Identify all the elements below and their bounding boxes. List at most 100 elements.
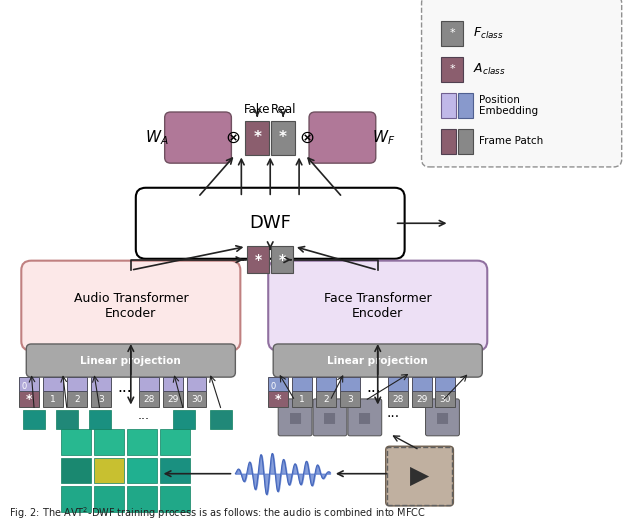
Text: $W_F$: $W_F$ (372, 128, 396, 147)
Bar (67, 377, 87, 391)
Bar (412, 377, 431, 391)
FancyBboxPatch shape (309, 112, 376, 163)
Bar (211, 410, 232, 429)
Bar (127, 457, 157, 483)
Text: $F_{class}$: $F_{class}$ (474, 26, 504, 41)
Text: *: * (279, 130, 287, 145)
Text: *: * (253, 130, 261, 145)
Bar (139, 377, 159, 391)
Bar (268, 377, 288, 391)
Bar (245, 120, 269, 155)
Text: ···: ··· (118, 385, 132, 400)
Text: Linear projection: Linear projection (328, 356, 428, 366)
Bar (61, 457, 91, 483)
Text: DWF: DWF (249, 214, 291, 232)
Text: Linear projection: Linear projection (81, 356, 181, 366)
FancyBboxPatch shape (386, 446, 453, 506)
Text: *: * (275, 393, 282, 405)
Bar (316, 391, 336, 408)
FancyBboxPatch shape (268, 261, 487, 351)
Text: $A_{class}$: $A_{class}$ (474, 62, 506, 77)
Bar (19, 391, 39, 408)
Bar (127, 486, 157, 511)
Bar (127, 429, 157, 455)
FancyBboxPatch shape (278, 399, 312, 436)
Text: ⊗: ⊗ (226, 129, 241, 147)
Bar (44, 391, 63, 408)
Bar (56, 410, 78, 429)
Text: ▶: ▶ (410, 464, 429, 488)
Text: Frame Patch: Frame Patch (479, 136, 543, 146)
Bar (292, 377, 312, 391)
Bar (23, 410, 45, 429)
Bar (412, 391, 431, 408)
Bar (139, 391, 159, 408)
FancyBboxPatch shape (21, 261, 241, 351)
Text: 28: 28 (143, 395, 154, 403)
Bar (173, 410, 195, 429)
FancyBboxPatch shape (426, 399, 460, 436)
FancyBboxPatch shape (348, 399, 381, 436)
Text: 3: 3 (347, 395, 353, 403)
Bar (163, 377, 182, 391)
Text: ▪: ▪ (287, 408, 303, 427)
Bar (458, 129, 474, 154)
FancyBboxPatch shape (273, 344, 483, 377)
Bar (435, 391, 456, 408)
Text: 29: 29 (416, 395, 428, 403)
Bar (268, 391, 288, 408)
Text: ▪: ▪ (323, 408, 337, 427)
Bar (91, 391, 111, 408)
Text: *: * (255, 253, 262, 267)
Bar (89, 410, 111, 429)
Bar (247, 246, 269, 273)
Bar (442, 129, 456, 154)
Text: *: * (26, 393, 33, 405)
Text: 30: 30 (440, 395, 451, 403)
Bar (94, 429, 124, 455)
Text: 2: 2 (74, 395, 80, 403)
Text: ▪: ▪ (357, 408, 372, 427)
Text: ···: ··· (138, 413, 150, 426)
Bar (271, 120, 295, 155)
Bar (160, 486, 189, 511)
FancyBboxPatch shape (422, 0, 621, 167)
Text: *: * (450, 65, 455, 74)
Text: Position
Embedding: Position Embedding (479, 94, 538, 116)
Text: *: * (278, 253, 285, 267)
Text: ⊗: ⊗ (300, 129, 315, 147)
FancyBboxPatch shape (313, 399, 347, 436)
Text: Audio Transformer
Encoder: Audio Transformer Encoder (74, 292, 188, 320)
Bar (340, 391, 360, 408)
Bar (340, 377, 360, 391)
Bar (435, 377, 456, 391)
Text: ▪: ▪ (435, 408, 450, 427)
Text: 0: 0 (22, 382, 27, 391)
Bar (61, 486, 91, 511)
Text: 1: 1 (51, 395, 56, 403)
Bar (388, 377, 408, 391)
Text: Fig. 2: The AVT$^2$-DWF training process is as follows: the audio is combined in: Fig. 2: The AVT$^2$-DWF training process… (10, 505, 426, 521)
Bar (94, 457, 124, 483)
Text: 0: 0 (271, 382, 276, 391)
Bar (316, 377, 336, 391)
FancyBboxPatch shape (164, 112, 232, 163)
Bar (187, 377, 207, 391)
Text: ···: ··· (367, 385, 381, 400)
Text: ···: ··· (386, 410, 399, 425)
Bar (292, 391, 312, 408)
Text: *: * (450, 29, 455, 39)
Bar (163, 391, 182, 408)
Bar (160, 457, 189, 483)
Text: 3: 3 (98, 395, 104, 403)
Bar (160, 429, 189, 455)
Text: 29: 29 (167, 395, 179, 403)
Bar (442, 93, 456, 118)
Bar (61, 429, 91, 455)
Bar (388, 391, 408, 408)
Text: 2: 2 (323, 395, 329, 403)
Text: Fake: Fake (244, 103, 271, 116)
Bar (458, 93, 474, 118)
Text: 1: 1 (300, 395, 305, 403)
Bar (442, 57, 463, 82)
